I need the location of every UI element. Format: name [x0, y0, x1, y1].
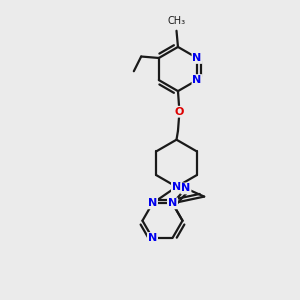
Text: N: N [148, 198, 157, 208]
Text: N: N [148, 233, 157, 243]
Text: N: N [181, 183, 190, 194]
Text: CH₃: CH₃ [167, 16, 186, 26]
Text: O: O [175, 107, 184, 117]
Text: N: N [172, 182, 181, 192]
Text: N: N [193, 75, 202, 85]
Text: N: N [193, 53, 202, 63]
Text: N: N [168, 198, 177, 208]
